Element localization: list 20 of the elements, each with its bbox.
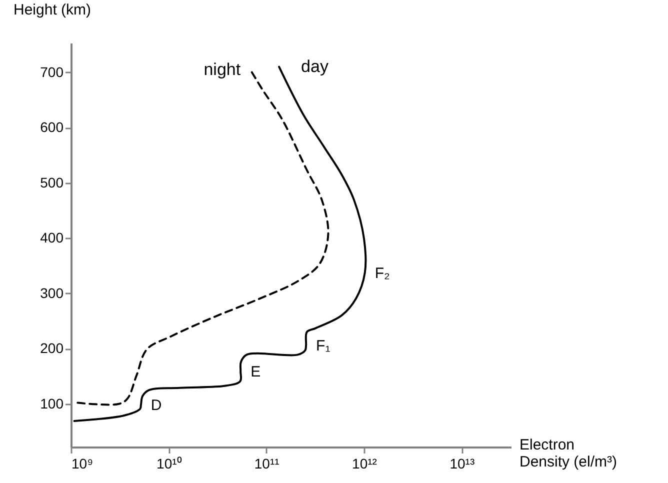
y-tick-label: 100 [40,395,64,412]
y-tick-label: 600 [40,119,64,136]
y-tick-label: 200 [40,340,64,356]
annotation: F₁ [316,337,330,354]
x-tick-label: 10¹² [352,456,378,472]
x-tick-label: 10¹³ [450,456,475,472]
y-tick-label: 400 [40,230,64,246]
y-tick-label: 500 [40,174,64,190]
annotation: E [250,363,261,380]
annotation: F₂ [374,264,390,282]
x-axis-title: Electron Density (el/m³) [520,436,618,470]
series-label: night [204,60,241,80]
annotation: D [150,396,162,414]
series-label: day [301,56,329,76]
x-tick-label: 10¹¹ [254,456,280,472]
x-tick-label: 10⁹ [72,456,94,472]
y-axis-title: Height (km) [14,2,92,18]
x-tick-label: 10¹⁰ [156,456,182,472]
y-tick-label: 300 [40,284,64,301]
y-tick-label: 700 [40,64,64,80]
